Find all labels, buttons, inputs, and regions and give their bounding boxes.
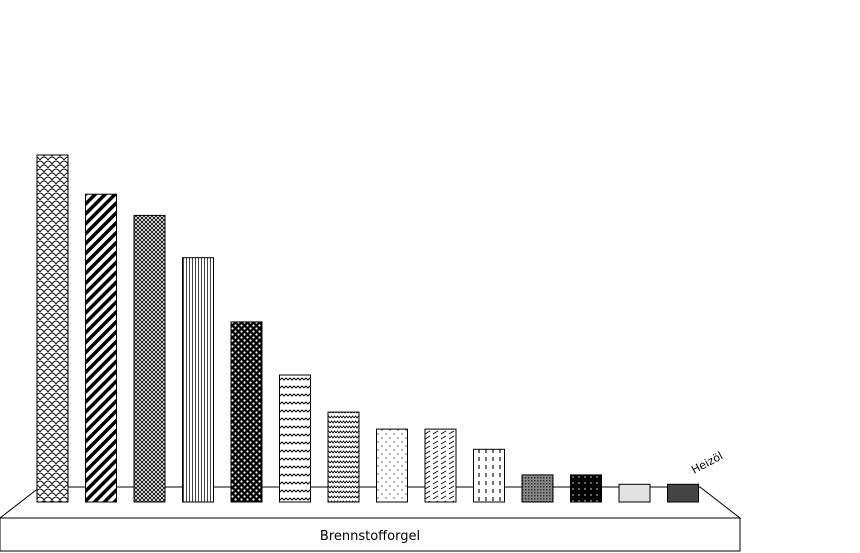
- bar-8: [376, 428, 408, 503]
- series-label: Heizöl: [689, 449, 725, 476]
- x-axis-label: Brennstofforgel: [320, 529, 420, 544]
- bars-group: [36, 154, 699, 503]
- bar-10: [473, 448, 505, 503]
- bar-2: [85, 193, 117, 503]
- bar-1: [36, 154, 69, 503]
- base-front-face: [0, 517, 741, 552]
- bar-14: [667, 483, 699, 503]
- bar-12: [570, 474, 602, 503]
- bar-7: [327, 411, 360, 503]
- bar-4: [182, 257, 214, 503]
- bar-3: [133, 214, 166, 503]
- bar-11: [521, 474, 554, 503]
- bar-9: [424, 428, 457, 503]
- bar-6: [279, 374, 311, 503]
- bar-13: [618, 483, 651, 503]
- bar-5: [230, 321, 263, 503]
